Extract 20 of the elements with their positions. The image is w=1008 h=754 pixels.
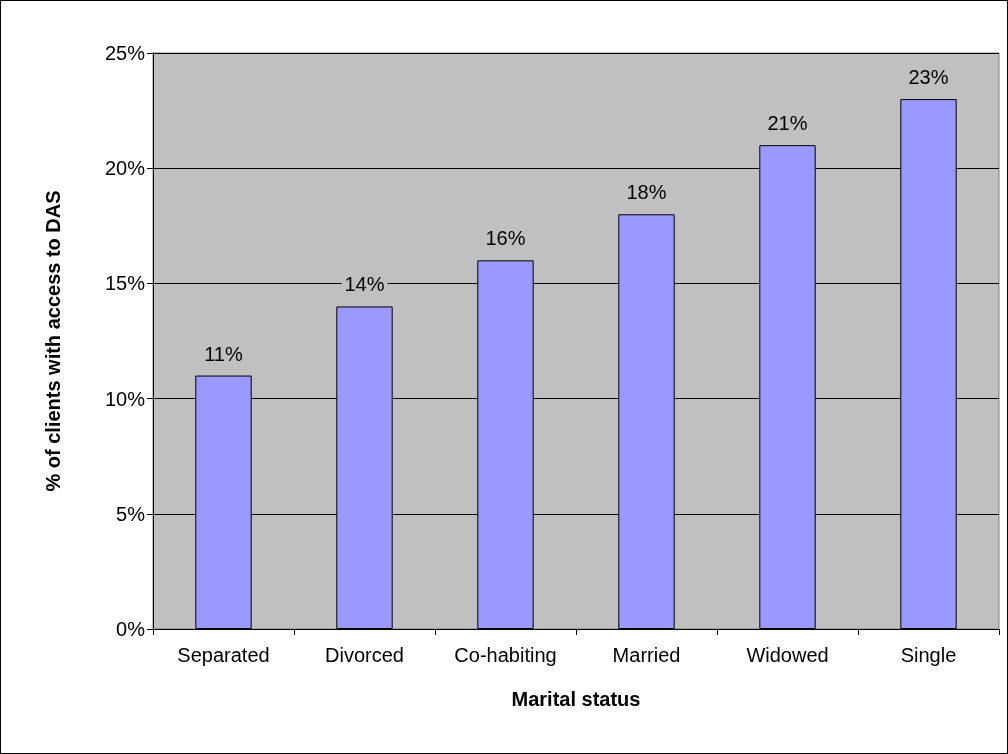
x-axis-title: Marital status xyxy=(511,688,641,710)
data-label: 21% xyxy=(767,112,808,135)
y-tick-label: 10% xyxy=(104,387,146,410)
y-axis-title: % of clients with access to DAS xyxy=(42,190,64,492)
x-tick-label: Widowed xyxy=(746,644,829,666)
y-tick-label: 0% xyxy=(116,618,146,640)
data-label: 18% xyxy=(626,181,667,204)
x-tick-label: Separated xyxy=(177,644,270,666)
y-tick-label: 15% xyxy=(104,272,146,295)
data-label: 11% xyxy=(204,342,243,365)
y-tick-label: 5% xyxy=(116,502,146,525)
x-tick-label: Married xyxy=(612,644,681,666)
y-tick-label: 20% xyxy=(104,157,146,180)
data-label: 14% xyxy=(344,273,385,296)
x-tick-label: Co-habiting xyxy=(454,644,557,666)
x-tick-label: Divorced xyxy=(325,644,404,666)
data-label: 16% xyxy=(485,227,526,250)
data-label: 23% xyxy=(908,66,949,89)
x-tick-label: Single xyxy=(900,644,957,666)
y-tick-label: 25% xyxy=(104,42,146,64)
